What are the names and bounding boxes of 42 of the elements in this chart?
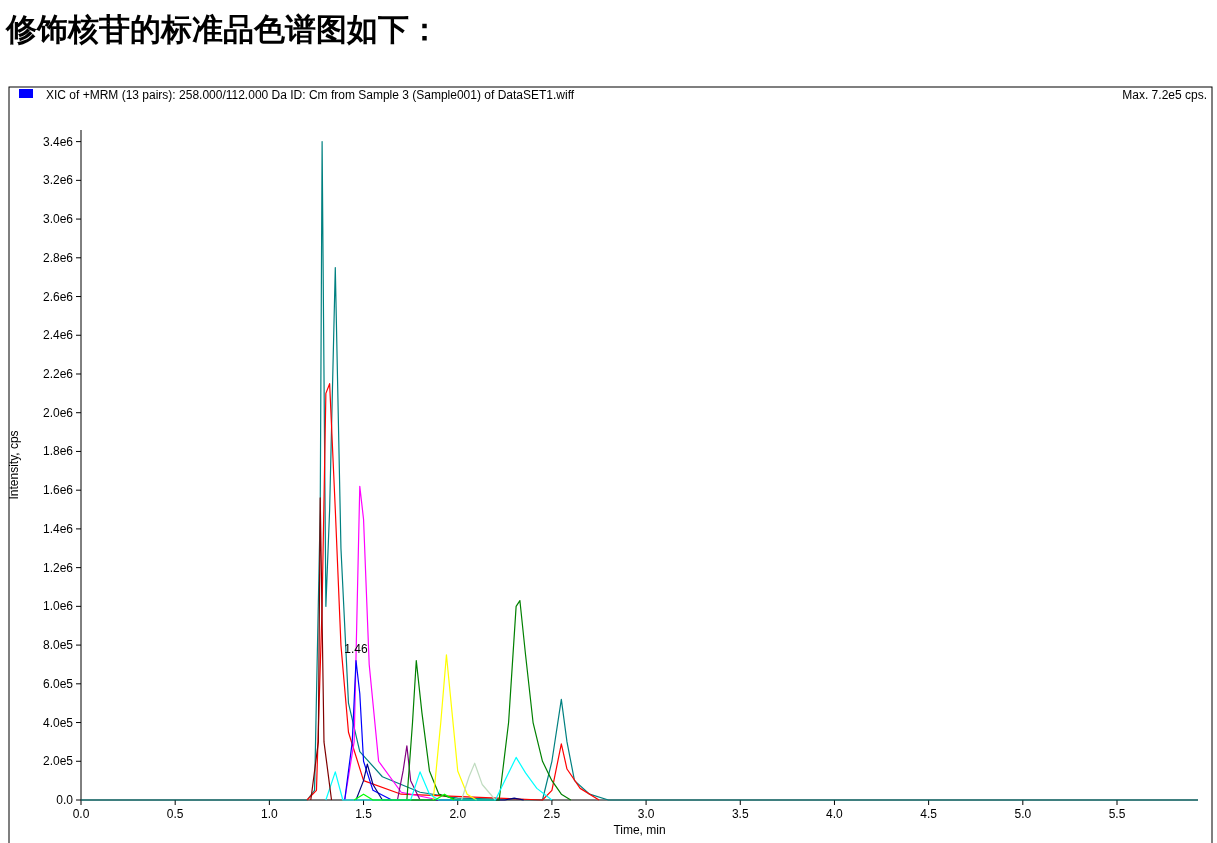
x-tick-label: 0.0: [72, 807, 90, 821]
text: Max. 7.2e5 cps.: [1122, 88, 1207, 102]
chart-title: 修饰核苷的标准品色谱图如下：: [5, 11, 440, 47]
y-tick-label: 2.8e6: [42, 250, 74, 265]
y-tick-label: 6.0e5: [42, 676, 74, 691]
y-tick-label: 4.0e5: [42, 715, 74, 730]
x-tick-label: 5.0: [1014, 807, 1032, 821]
y-tick-label: 0.0: [56, 793, 74, 807]
y-tick-label: 1.2e6: [42, 560, 74, 575]
x-tick-label: 2.5: [543, 807, 561, 821]
chart-subtitle: XIC of +MRM (13 pairs): 258.000/112.000 Da ID: Cm from Sample 3 (Sample001) of DataSET1.wiff: [46, 88, 575, 102]
y-tick-label: 2.0e6: [42, 405, 74, 420]
x-tick-label: 1.5: [355, 807, 373, 821]
line-series: [325, 756, 553, 801]
y-tick-label: 3.2e6: [42, 173, 74, 188]
line-series: [306, 383, 600, 801]
y-tick-label: 2.6e6: [42, 289, 74, 304]
line-series: [406, 599, 572, 801]
y-tick-label: 3.0e6: [42, 212, 74, 227]
line-series: [460, 762, 496, 801]
y-tick-label: 3.4e6: [42, 134, 74, 149]
line-series: [432, 654, 478, 801]
x-tick-label: 4.0: [826, 807, 844, 821]
line-series: [396, 745, 421, 801]
x-tick-label: 3.0: [637, 807, 655, 821]
y-tick-label: 2.2e6: [42, 366, 74, 381]
y-tick-label: 2.4e6: [42, 328, 74, 343]
y-axis-title: Intensity, cps: [7, 430, 21, 500]
y-tick-label: 1.4e6: [42, 521, 74, 536]
x-tick-label: 1.0: [261, 807, 279, 821]
y-tick-label: 1.0e6: [42, 599, 74, 614]
y-tick-label: 2.0e5: [42, 754, 74, 769]
x-axis-title: Time, min: [613, 823, 666, 837]
x-tick-label: 5.5: [1108, 807, 1126, 821]
x-tick-label: 0.5: [166, 807, 184, 821]
y-tick-label: 8.0e5: [42, 638, 74, 653]
y-tick-label: 1.6e6: [42, 483, 74, 498]
y-tick-label: 1.8e6: [42, 444, 74, 459]
x-tick-label: 4.5: [920, 807, 938, 821]
x-tick-label: 3.5: [731, 807, 749, 821]
line-series: [344, 659, 393, 801]
x-tick-label: 2.0: [449, 807, 467, 821]
